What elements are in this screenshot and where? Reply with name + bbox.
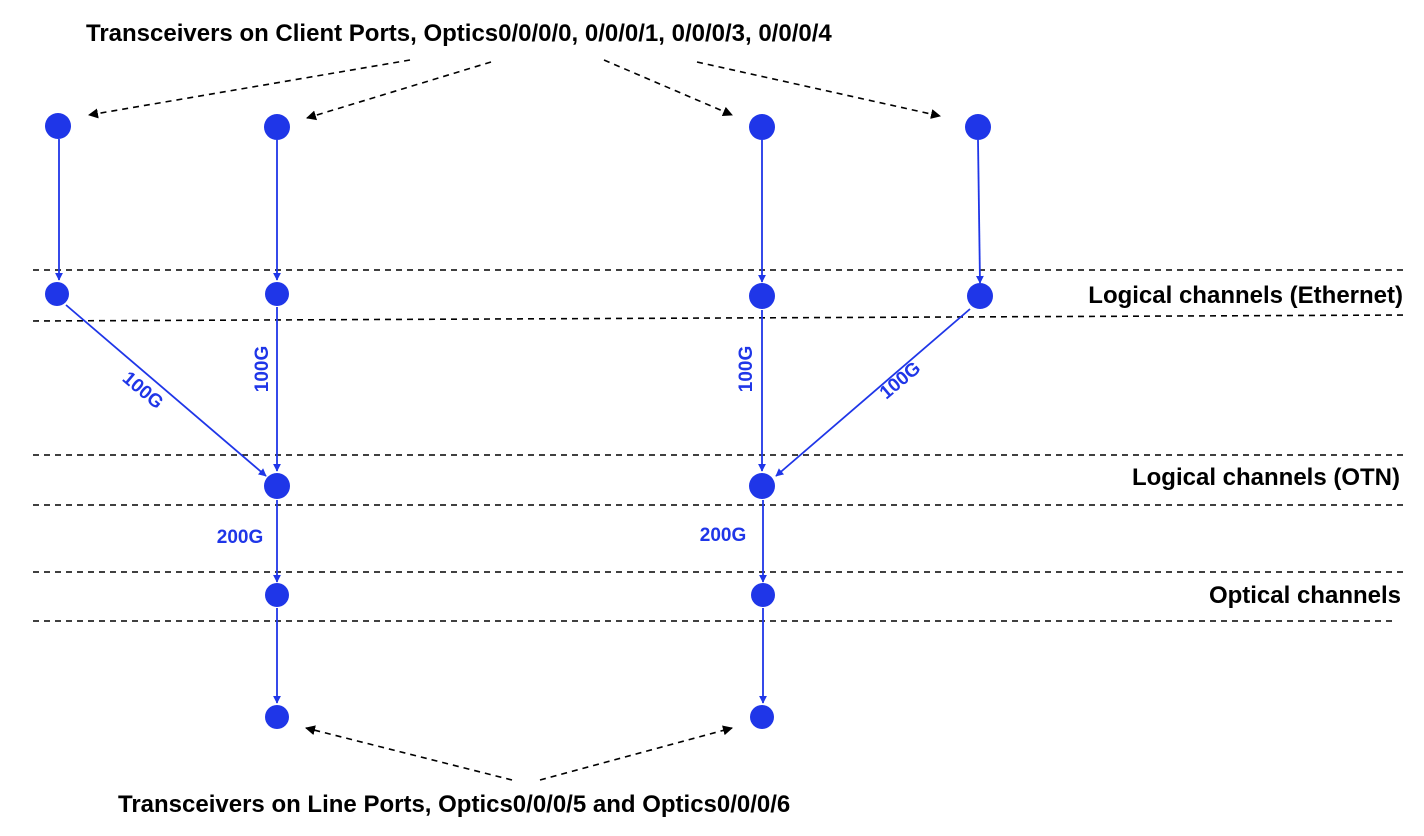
node-line-port-1 (265, 705, 289, 729)
node-optical-1 (265, 583, 289, 607)
layer-label-ethernet: Logical channels (Ethernet) (1088, 282, 1403, 309)
edge-label-otn1-och1: 200G (217, 527, 263, 548)
layer-label-otn: Logical channels (OTN) (1132, 464, 1400, 491)
pointer-arrow-line-2 (539, 725, 733, 781)
node-client-port-4 (965, 114, 991, 140)
node-client-port-2 (264, 114, 290, 140)
node-ethernet-2 (265, 282, 289, 306)
pointer-arrow-client-3 (603, 59, 733, 117)
edge-eth1-to-otn1 (65, 304, 267, 477)
node-otn-1 (264, 473, 290, 499)
pointer-arrow-client-2 (306, 61, 492, 121)
node-optical-2 (751, 583, 775, 607)
line-ports-title: Transceivers on Line Ports, Optics0/0/0/… (118, 791, 790, 818)
pointer-arrow-line-1 (305, 725, 513, 781)
edge-label-eth1-otn1: 100G (118, 368, 167, 414)
node-ethernet-4 (967, 283, 993, 309)
divider-ethernet-bottom (32, 314, 1409, 322)
pointer-arrows (88, 59, 941, 781)
layer-label-optical: Optical channels (1209, 582, 1401, 609)
node-ethernet-3 (749, 283, 775, 309)
client-ports-title: Transceivers on Client Ports, Optics0/0/… (86, 20, 832, 47)
node-line-port-2 (750, 705, 774, 729)
edge-eth4-to-otn2 (775, 308, 971, 477)
edge-label-eth3-otn2: 100G (736, 346, 757, 392)
pointer-arrow-client-1 (88, 59, 411, 119)
node-client-port-3 (749, 114, 775, 140)
layer-dividers (32, 269, 1409, 622)
edge-client4-to-eth4 (975, 139, 984, 284)
node-otn-2 (749, 473, 775, 499)
node-client-port-1 (45, 113, 71, 139)
edge-label-otn2-och2: 200G (700, 525, 746, 546)
edge-labels: 100G 100G 100G 100G 200G 200G (118, 346, 925, 548)
edge-label-eth4-otn2: 100G (876, 358, 925, 404)
edge-label-eth2-otn1: 100G (252, 346, 273, 392)
channel-edges (55, 139, 984, 704)
node-ethernet-1 (45, 282, 69, 306)
pointer-arrow-client-4 (696, 61, 941, 119)
nodes (45, 113, 993, 729)
